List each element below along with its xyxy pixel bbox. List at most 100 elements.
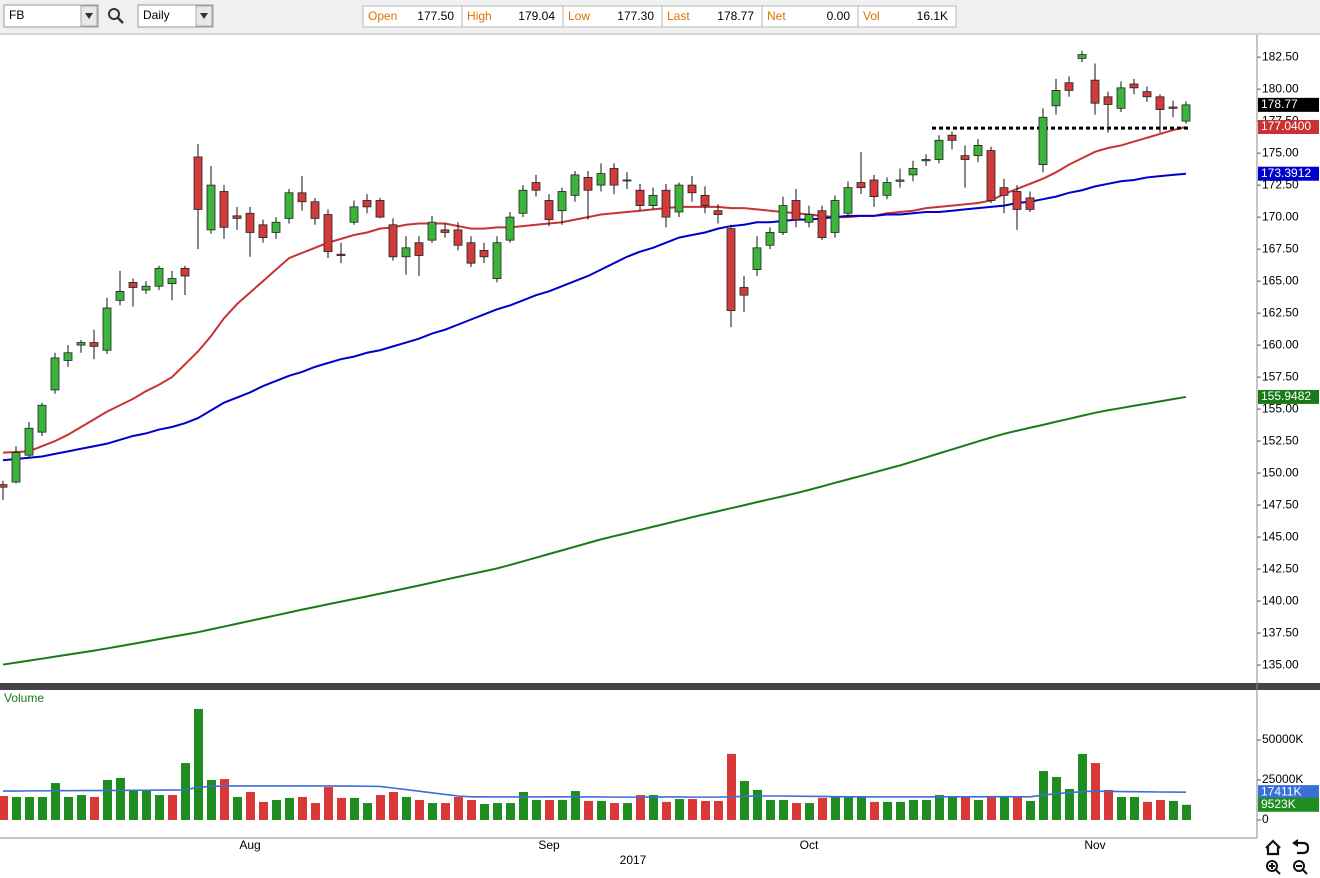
x-tick-label: Aug — [239, 838, 260, 852]
quote-label: Low — [568, 9, 590, 23]
volume-bar — [740, 780, 749, 820]
volume-bar — [220, 779, 229, 820]
volume-bar — [246, 792, 255, 820]
y-tick-label: 137.50 — [1262, 625, 1299, 639]
undo-button[interactable] — [1292, 839, 1310, 855]
candle-body — [258, 224, 268, 238]
candle-body — [726, 228, 736, 311]
volume-bar — [1104, 789, 1113, 820]
y-tick-label: 0 — [1262, 812, 1269, 826]
quote-value: 177.50 — [417, 9, 454, 23]
y-tick-label: 135.00 — [1262, 657, 1299, 671]
volume-average-line — [3, 785, 1187, 798]
volume-bar — [51, 783, 60, 820]
volume-bar — [766, 800, 775, 820]
quote-value: 179.04 — [518, 9, 555, 23]
volume-bar — [701, 800, 710, 820]
y-tick-label: 147.50 — [1262, 497, 1299, 511]
y-tick-label: 142.50 — [1262, 561, 1299, 575]
volume-bar — [77, 795, 86, 820]
volume-bar — [441, 803, 450, 820]
candle-body — [323, 214, 333, 253]
last-price-label: 178.77 — [1261, 97, 1298, 111]
volume-bar — [857, 796, 866, 820]
y-tick-label: 50000K — [1262, 732, 1303, 746]
search-button[interactable] — [108, 8, 124, 24]
candle-body — [830, 200, 840, 233]
volume-bar — [1065, 788, 1074, 820]
volume-bar — [1156, 800, 1165, 820]
volume-bar — [454, 796, 463, 820]
home-icon — [1265, 839, 1281, 856]
volume-bar — [311, 803, 320, 820]
volume-bar — [142, 789, 151, 820]
ma-last-label: 155.9482 — [1261, 389, 1311, 403]
volume-bar — [896, 801, 905, 820]
undo-icon — [1296, 841, 1310, 855]
candle-body — [310, 201, 320, 219]
candle-body — [453, 229, 463, 246]
candle-body — [713, 210, 723, 215]
candle-body — [349, 206, 359, 223]
candle-body — [128, 281, 138, 288]
candle-body — [102, 307, 112, 351]
y-tick-label: 167.50 — [1262, 241, 1299, 255]
volume-bar — [831, 796, 840, 820]
volume-average-last-label: 17411K — [1261, 784, 1301, 798]
volume-bar — [805, 803, 814, 820]
interval-box[interactable]: Daily — [137, 4, 214, 28]
volume-bar — [1143, 801, 1152, 820]
search-icon-handle — [117, 17, 124, 24]
volume-bar — [467, 800, 476, 820]
volume-bar — [90, 796, 99, 820]
volume-bar — [792, 803, 801, 820]
y-tick-label: 150.00 — [1262, 465, 1299, 479]
volume-bar — [1169, 800, 1178, 820]
moving-average-line — [2, 172, 1187, 462]
symbol-input[interactable] — [3, 4, 99, 28]
candle-body — [583, 177, 593, 191]
quote-label: Open — [368, 9, 397, 23]
volume-bar — [285, 797, 294, 820]
candle-body — [1155, 96, 1165, 110]
y-tick-label: 172.50 — [1262, 177, 1299, 191]
y-tick-label: 157.50 — [1262, 369, 1299, 383]
zoom-in-button[interactable] — [1266, 860, 1281, 875]
volume-bar — [12, 796, 21, 820]
volume-bar — [376, 795, 385, 820]
candle-body — [50, 357, 60, 391]
ma-last-label-box — [1258, 389, 1319, 404]
volume-bar — [948, 796, 957, 820]
dropdown-arrow — [200, 13, 208, 19]
volume-bar — [480, 804, 489, 820]
volume-bar — [727, 753, 736, 820]
candle-body — [739, 287, 749, 296]
volume-bar — [298, 796, 307, 820]
symbol-box[interactable]: FB — [3, 4, 99, 28]
zoom-out-button[interactable] — [1293, 860, 1308, 875]
home-button[interactable] — [1265, 839, 1281, 856]
volume-bar — [64, 796, 73, 820]
volume-bar — [779, 800, 788, 820]
candle-body — [427, 221, 437, 241]
y-tick-label: 170.00 — [1262, 209, 1299, 223]
volume-bar — [0, 796, 8, 820]
candle-body — [336, 253, 346, 256]
volume-bar — [909, 800, 918, 820]
candle-body — [752, 247, 762, 270]
volume-bar — [493, 803, 502, 820]
candle-body — [167, 278, 177, 285]
candle-body — [687, 184, 697, 194]
candle-body — [1142, 91, 1152, 98]
candle-body — [76, 342, 86, 346]
volume-average-last-label-box — [1258, 785, 1319, 800]
interval-select[interactable] — [137, 4, 214, 28]
quote-value: 16.1K — [917, 9, 948, 23]
candle-body — [0, 484, 8, 488]
volume-bar — [129, 789, 138, 820]
volume-bar — [103, 780, 112, 820]
volume-bar — [649, 795, 658, 820]
dropdown-arrow — [85, 13, 93, 19]
candle-body — [1116, 87, 1126, 109]
x-tick-label: Nov — [1084, 838, 1105, 852]
